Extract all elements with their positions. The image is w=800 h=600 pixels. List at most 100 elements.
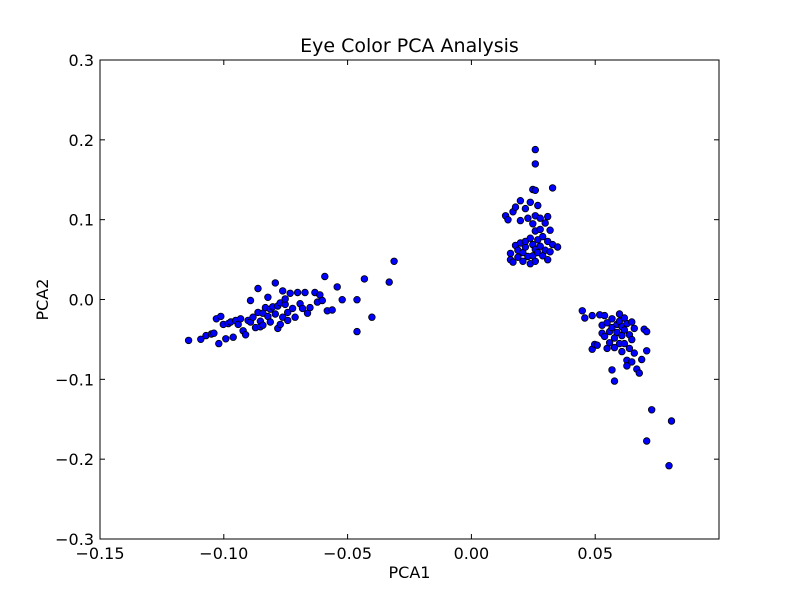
data-point-91	[526, 198, 534, 206]
data-point-172	[648, 406, 656, 414]
data-point-174	[667, 417, 676, 425]
data-point-161	[628, 335, 636, 344]
y-tick-label-1: −0.2	[55, 450, 94, 469]
data-point-50	[293, 288, 302, 297]
data-point-95	[529, 220, 537, 228]
y-tick-label-5: 0.2	[69, 131, 94, 150]
y-tick-label-0: −0.3	[55, 530, 94, 549]
data-point-62	[328, 306, 336, 314]
data-point-157	[623, 362, 631, 370]
data-point-133	[600, 311, 609, 320]
data-point-99	[531, 160, 539, 168]
data-point-122	[553, 243, 562, 251]
data-point-7	[217, 312, 225, 321]
data-point-63	[333, 283, 341, 291]
data-point-53	[301, 288, 309, 297]
data-point-59	[318, 296, 326, 305]
data-point-132	[600, 332, 609, 341]
data-point-64	[338, 296, 346, 304]
data-point-142	[610, 377, 619, 385]
data-point-46	[284, 316, 292, 325]
data-point-125	[588, 311, 596, 320]
data-point-0	[184, 336, 193, 345]
data-point-80	[514, 253, 522, 261]
data-point-72	[504, 216, 512, 224]
data-point-49	[291, 313, 299, 321]
data-point-45	[284, 308, 292, 317]
data-point-48	[288, 304, 297, 313]
data-point-73	[506, 249, 515, 258]
data-point-113	[541, 219, 549, 227]
data-point-33	[266, 318, 274, 326]
data-point-35	[271, 279, 279, 287]
chart-title: Eye Color PCA Analysis	[300, 35, 519, 57]
data-point-40	[276, 320, 284, 329]
data-point-163	[630, 324, 638, 333]
data-point-140	[608, 366, 616, 374]
data-point-171	[643, 437, 651, 445]
data-point-112	[539, 232, 547, 241]
data-point-31	[264, 293, 272, 301]
x-axis-label: PCA1	[389, 563, 431, 582]
x-tick-label-1: −0.10	[199, 544, 248, 563]
data-point-143	[610, 343, 619, 352]
data-point-119	[546, 248, 554, 256]
data-point-81	[516, 196, 525, 205]
data-point-162	[628, 358, 636, 366]
data-point-20	[246, 296, 255, 305]
data-point-89	[524, 214, 532, 222]
data-point-9	[222, 335, 230, 343]
data-point-151	[618, 347, 626, 356]
data-point-36	[271, 310, 279, 318]
data-point-164	[630, 349, 638, 357]
axis-ticks: −0.15 −0.10 −0.05 0.00 0.05 −0.3 −0.2 −0.1 0.0 0.…	[55, 51, 719, 563]
data-point-166	[635, 369, 643, 377]
y-tick-label-6: 0.3	[69, 51, 94, 70]
data-point-138	[608, 315, 616, 323]
data-point-135	[603, 319, 611, 327]
data-point-98	[531, 145, 539, 154]
data-point-153	[620, 326, 629, 334]
data-point-160	[628, 318, 636, 326]
x-tick-label-0: −0.15	[75, 544, 124, 563]
y-tick-label-2: −0.1	[55, 370, 94, 389]
data-point-110	[536, 242, 544, 250]
data-point-170	[643, 347, 651, 355]
data-point-86	[521, 204, 530, 213]
data-point-173	[665, 462, 673, 470]
data-point-66	[353, 327, 361, 336]
data-point-108	[536, 214, 544, 222]
data-point-41	[279, 287, 287, 295]
data-point-69	[385, 278, 393, 286]
data-point-77	[511, 203, 520, 211]
data-point-92	[526, 234, 534, 242]
data-point-82	[516, 216, 525, 225]
y-axis-label: PCA2	[33, 279, 52, 321]
data-point-120	[548, 184, 557, 192]
data-point-137	[605, 339, 614, 347]
data-point-44	[281, 295, 289, 303]
x-tick-label-4: 0.05	[577, 544, 613, 563]
data-point-123	[578, 307, 586, 315]
data-point-124	[581, 314, 589, 322]
data-point-60	[321, 272, 329, 281]
y-tick-label-3: 0.0	[69, 291, 94, 310]
data-point-15	[236, 315, 245, 323]
data-point-24	[254, 284, 262, 293]
data-point-28	[259, 321, 267, 329]
data-point-67	[360, 275, 369, 283]
plot-background	[100, 60, 719, 539]
data-point-55	[306, 303, 314, 312]
data-point-21	[249, 313, 257, 321]
data-point-169	[643, 327, 651, 336]
data-points	[184, 145, 676, 470]
data-point-17	[241, 331, 250, 339]
data-point-4	[210, 329, 218, 337]
data-point-118	[546, 226, 554, 234]
data-point-104	[531, 257, 539, 265]
data-point-105	[534, 201, 542, 210]
data-point-154	[620, 339, 629, 348]
data-point-12	[229, 333, 237, 341]
data-point-52	[298, 304, 307, 313]
